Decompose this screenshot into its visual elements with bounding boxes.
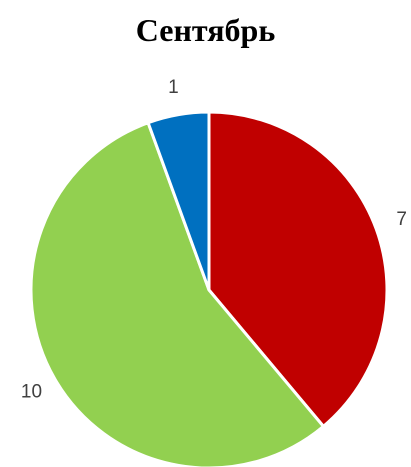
pie-data-labels: 7 10 1 [21,77,407,402]
pie-slices [29,110,389,467]
data-label-7: 7 [396,209,407,230]
pie-slice-7 [207,110,389,428]
pie-slice-10 [29,121,325,467]
chart-title: Сентябрь [135,12,276,48]
data-label-10: 10 [21,382,42,403]
data-label-1: 1 [168,77,179,98]
pie-slice-1 [146,110,211,292]
